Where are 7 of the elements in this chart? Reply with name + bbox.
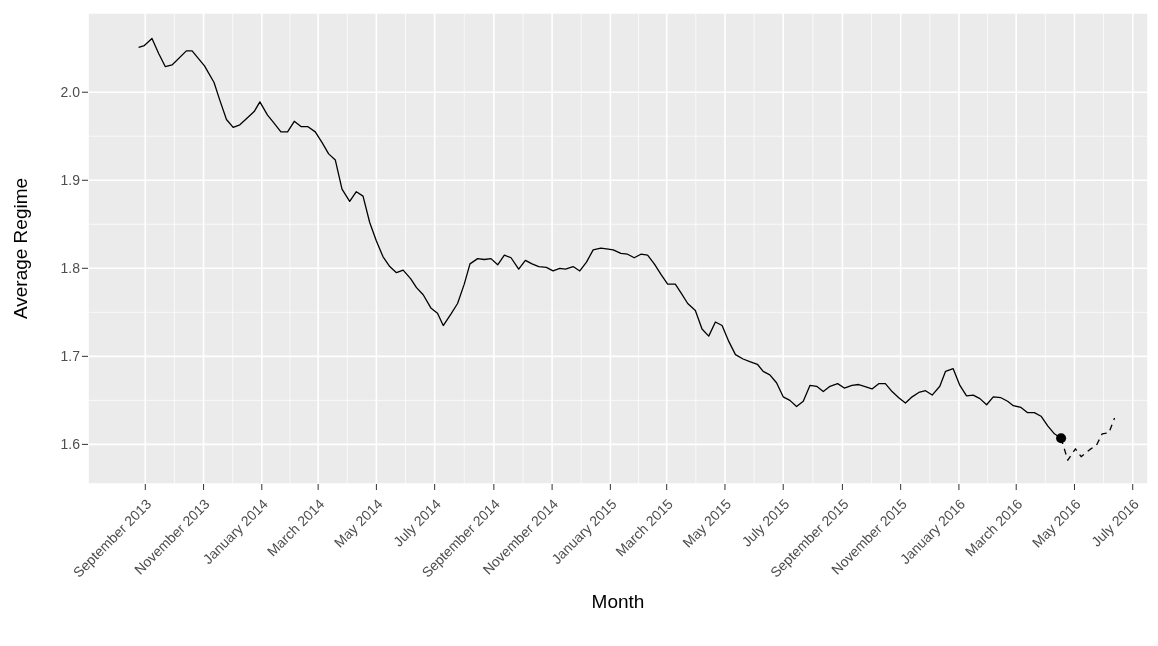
y-tick-label: 1.8 — [60, 260, 81, 277]
y-tick-label: 1.6 — [60, 436, 81, 453]
y-tick-label: 1.9 — [60, 172, 81, 189]
y-tick-label: 2.0 — [60, 84, 81, 101]
y-tick-label: 1.7 — [60, 348, 81, 365]
x-axis-title: Month — [591, 591, 645, 612]
y-axis-title: Average Regime — [9, 177, 31, 320]
